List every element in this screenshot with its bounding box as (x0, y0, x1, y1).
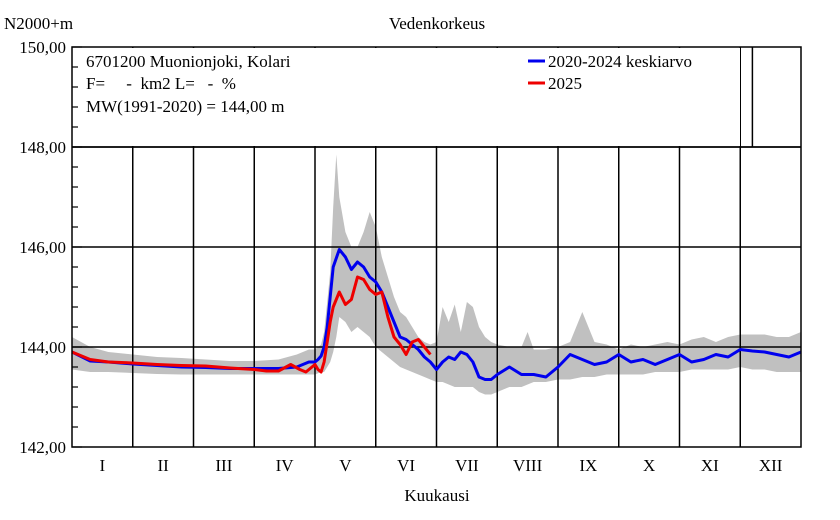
y-tick-label: 142,00 (19, 438, 66, 457)
x-categories-layer: I II III IV V VI VII VIII IX X XI XII (100, 456, 783, 475)
x-category-label: VII (455, 456, 479, 475)
series-line-0 (71, 248, 802, 381)
info-station: 6701200 Muonionjoki, Kolari (86, 52, 291, 71)
x-axis-label: Kuukausi (404, 486, 469, 505)
info-area: F= - km2 L= - % (86, 74, 236, 93)
x-category-label: VI (397, 456, 415, 475)
x-category-label: XI (701, 456, 719, 475)
x-category-label: III (215, 456, 232, 475)
series-line-1 (71, 275, 432, 374)
y-ticks-layer: 142,00 144,00 146,00 148,00 150,00 (19, 38, 82, 457)
legend-label-2025: 2025 (548, 74, 582, 93)
y-tick-label: 148,00 (19, 138, 66, 157)
y-axis-label: N2000+m (4, 14, 73, 33)
x-category-label: IV (276, 456, 295, 475)
x-category-label: V (339, 456, 352, 475)
x-category-label: VIII (513, 456, 543, 475)
info-panel (73, 48, 740, 146)
x-category-label: II (157, 456, 169, 475)
x-category-label: IX (579, 456, 597, 475)
y-tick-label: 144,00 (19, 338, 66, 357)
chart-title: Vedenkorkeus (389, 14, 485, 33)
y-tick-label: 150,00 (19, 38, 66, 57)
y-tick-label: 146,00 (19, 238, 66, 257)
legend: 2020-2024 keskiarvo 2025 (528, 52, 692, 93)
x-category-label: I (100, 456, 106, 475)
info-mean: MW(1991-2020) = 144,00 m (86, 97, 284, 116)
x-category-label: XII (759, 456, 783, 475)
series-layer (71, 248, 802, 381)
legend-label-average: 2020-2024 keskiarvo (548, 52, 692, 71)
x-category-label: X (643, 456, 655, 475)
